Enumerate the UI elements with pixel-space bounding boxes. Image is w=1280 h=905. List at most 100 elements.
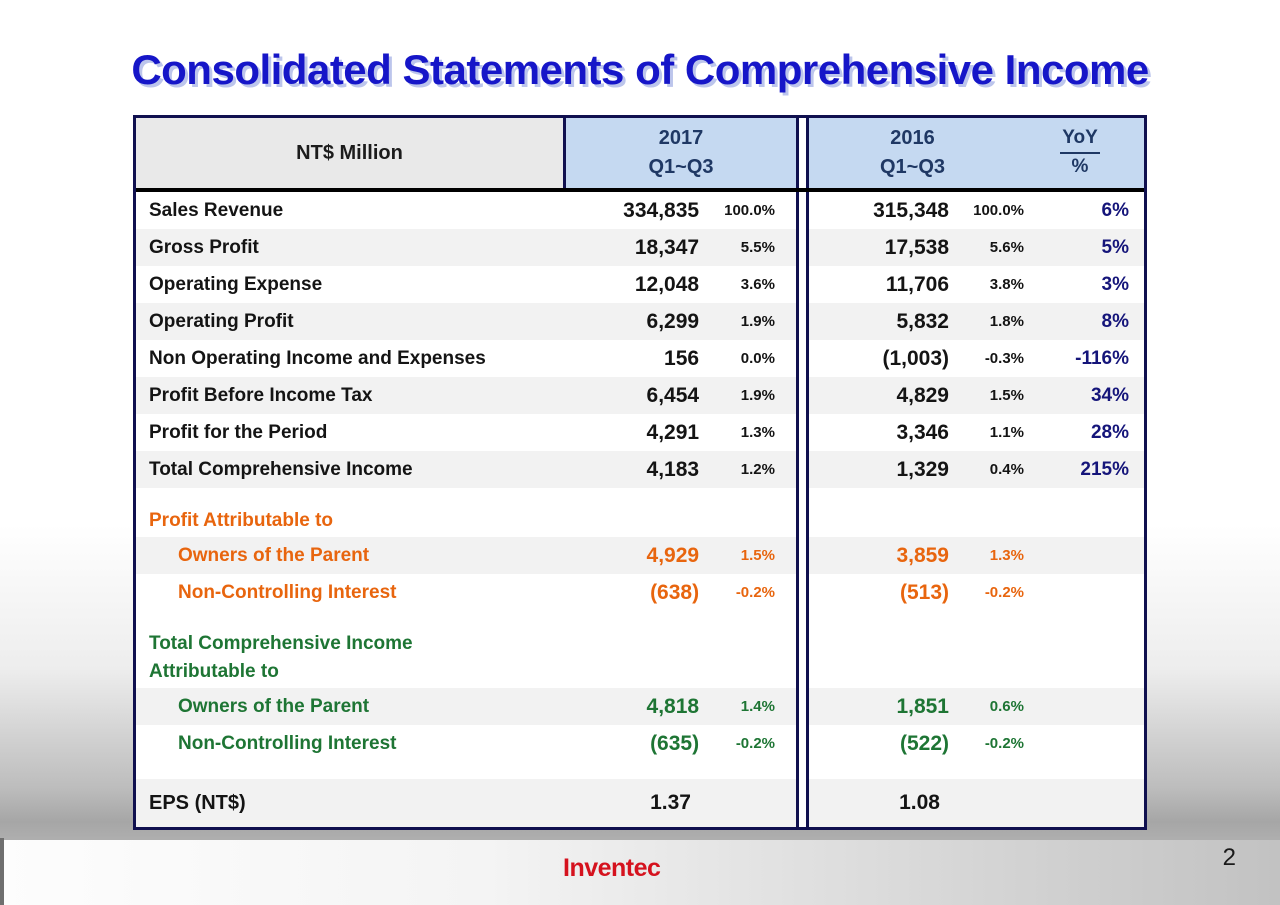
header-unit-cell: NT$ Million [136,118,566,188]
value-2017: 6,299 [646,309,700,333]
column-gap [799,266,809,303]
yoy-value: 34% [1090,384,1129,406]
col-2016-yoy-cell [809,488,1144,505]
col-2016-yoy-cell [809,505,1144,537]
col-2017-cell: 334,835 100.0% [566,192,799,229]
col-2017-cell: 4,291 1.3% [566,414,799,451]
value-2016: 5,832 [896,309,949,333]
table-row [136,611,1144,628]
column-gap [799,628,809,688]
yoy-value: 215% [1080,458,1129,480]
col-2016-yoy-cell: 1,329 0.4% 215% [809,451,1144,488]
pct-2017: 5.5% [740,239,775,256]
header-2016-yoy-cell: 2016 Q1~Q3 YoY % [809,118,1144,188]
table-row: EPS (NT$) 1.37 1.08 [136,779,1144,827]
col-2016-yoy-cell: 4,829 1.5% 34% [809,377,1144,414]
pct-2016: 0.6% [989,698,1024,715]
value-2016: (522) [899,731,949,755]
income-statement-table: NT$ Million 2017 Q1~Q3 2016 Q1~Q3 YoY % … [133,115,1147,830]
col-2016-yoy-cell: 1.08 [809,779,1144,827]
col-2016-yoy-cell: 3,859 1.3% [809,537,1144,574]
section-label-line: Profit Attributable to [149,510,333,532]
value-2016: 4,829 [896,383,949,407]
column-gap [799,611,809,628]
row-label-text: Owners of the Parent [178,544,370,566]
column-gap [799,377,809,414]
table-row: Non Operating Income and Expenses 156 0.0%… [136,340,1144,377]
table-row: Non-Controlling Interest (635) -0.2% (522) -… [136,725,1144,762]
section-label-line: Attributable to [149,661,279,682]
column-gap [799,488,809,505]
col-2017-cell: 6,454 1.9% [566,377,799,414]
pct-2016: -0.2% [984,735,1024,752]
row-label [136,762,566,779]
row-label: Operating Profit [136,303,566,340]
row-label: Total Comprehensive Income Attributable t… [136,628,566,688]
value-2017: 18,347 [634,235,700,259]
header-2016-period: Q1~Q3 [879,156,946,178]
column-gap [799,451,809,488]
header-2017-period: Q1~Q3 [648,156,714,178]
value-2017: 6,454 [646,383,700,407]
col-2016-yoy-cell: 3,346 1.1% 28% [809,414,1144,451]
column-gap [799,229,809,266]
row-label [136,488,566,505]
row-label-text: Profit Before Income Tax [149,384,373,406]
column-gap [799,574,809,611]
row-label-text: Total Comprehensive Income [149,458,413,480]
row-label: EPS (NT$) [136,779,566,827]
page-number: 2 [1222,844,1236,871]
row-label: Sales Revenue [136,192,566,229]
row-label-text: Operating Expense [149,273,323,295]
col-2017-cell [566,762,799,779]
col-2016-yoy-cell: 315,348 100.0% 6% [809,192,1144,229]
table-row: Profit for the Period 4,291 1.3% 3,346 1.1% 2… [136,414,1144,451]
yoy-value: 8% [1101,310,1129,332]
col-2016-yoy-cell: 11,706 3.8% 3% [809,266,1144,303]
col-2017-cell: 12,048 3.6% [566,266,799,303]
yoy-value: 3% [1101,273,1129,295]
pct-2016: 3.8% [989,276,1024,293]
pct-2016: 1.8% [989,313,1024,330]
yoy-value: 5% [1101,236,1129,258]
value-2016: (1,003) [882,346,949,370]
pct-2016: 100.0% [973,202,1024,219]
table-row: Total Comprehensive Income Attributable t… [136,628,1144,688]
footer-left-edge [0,838,4,905]
yoy-value: 28% [1090,421,1129,443]
yoy-value: 6% [1101,199,1129,221]
pct-2017: 1.3% [740,424,775,441]
col-2017-cell: 4,929 1.5% [566,537,799,574]
col-2016-yoy-cell: (513) -0.2% [809,574,1144,611]
row-label-text: Owners of the Parent [178,695,370,717]
pct-2017: 1.9% [740,387,775,404]
value-2016: 1,329 [896,457,949,481]
row-label-text: Non-Controlling Interest [178,581,397,603]
column-gap [799,725,809,762]
col-2016-yoy-cell: 5,832 1.8% 8% [809,303,1144,340]
eps-2017: 1.37 [650,791,691,814]
col-2016-yoy-cell [809,611,1144,628]
col-2017-cell [566,611,799,628]
column-gap [799,340,809,377]
column-gap [799,192,809,229]
table-body: Sales Revenue 334,835 100.0% 315,348 100.0% 6… [136,192,1144,827]
row-label: Non Operating Income and Expenses [136,340,566,377]
row-label-text: Non-Controlling Interest [178,732,397,754]
inventec-logo: Inventec [563,854,661,882]
column-gap [799,762,809,779]
header-2017-year: 2017 [658,127,704,149]
column-gap [799,779,809,827]
table-row: Operating Profit 6,299 1.9% 5,832 1.8% 8% [136,303,1144,340]
row-label: Non-Controlling Interest [136,725,566,762]
table-row: Owners of the Parent 4,818 1.4% 1,851 0.6% [136,688,1144,725]
column-gap [799,414,809,451]
header-yoy-percent: % [1071,156,1089,177]
value-2016: 1,851 [896,694,949,718]
col-2016-yoy-cell [809,628,1144,688]
pct-2016: 5.6% [989,239,1024,256]
pct-2017: -0.2% [735,584,775,601]
row-label: Operating Expense [136,266,566,303]
col-2016-yoy-cell: (1,003) -0.3% -116% [809,340,1144,377]
